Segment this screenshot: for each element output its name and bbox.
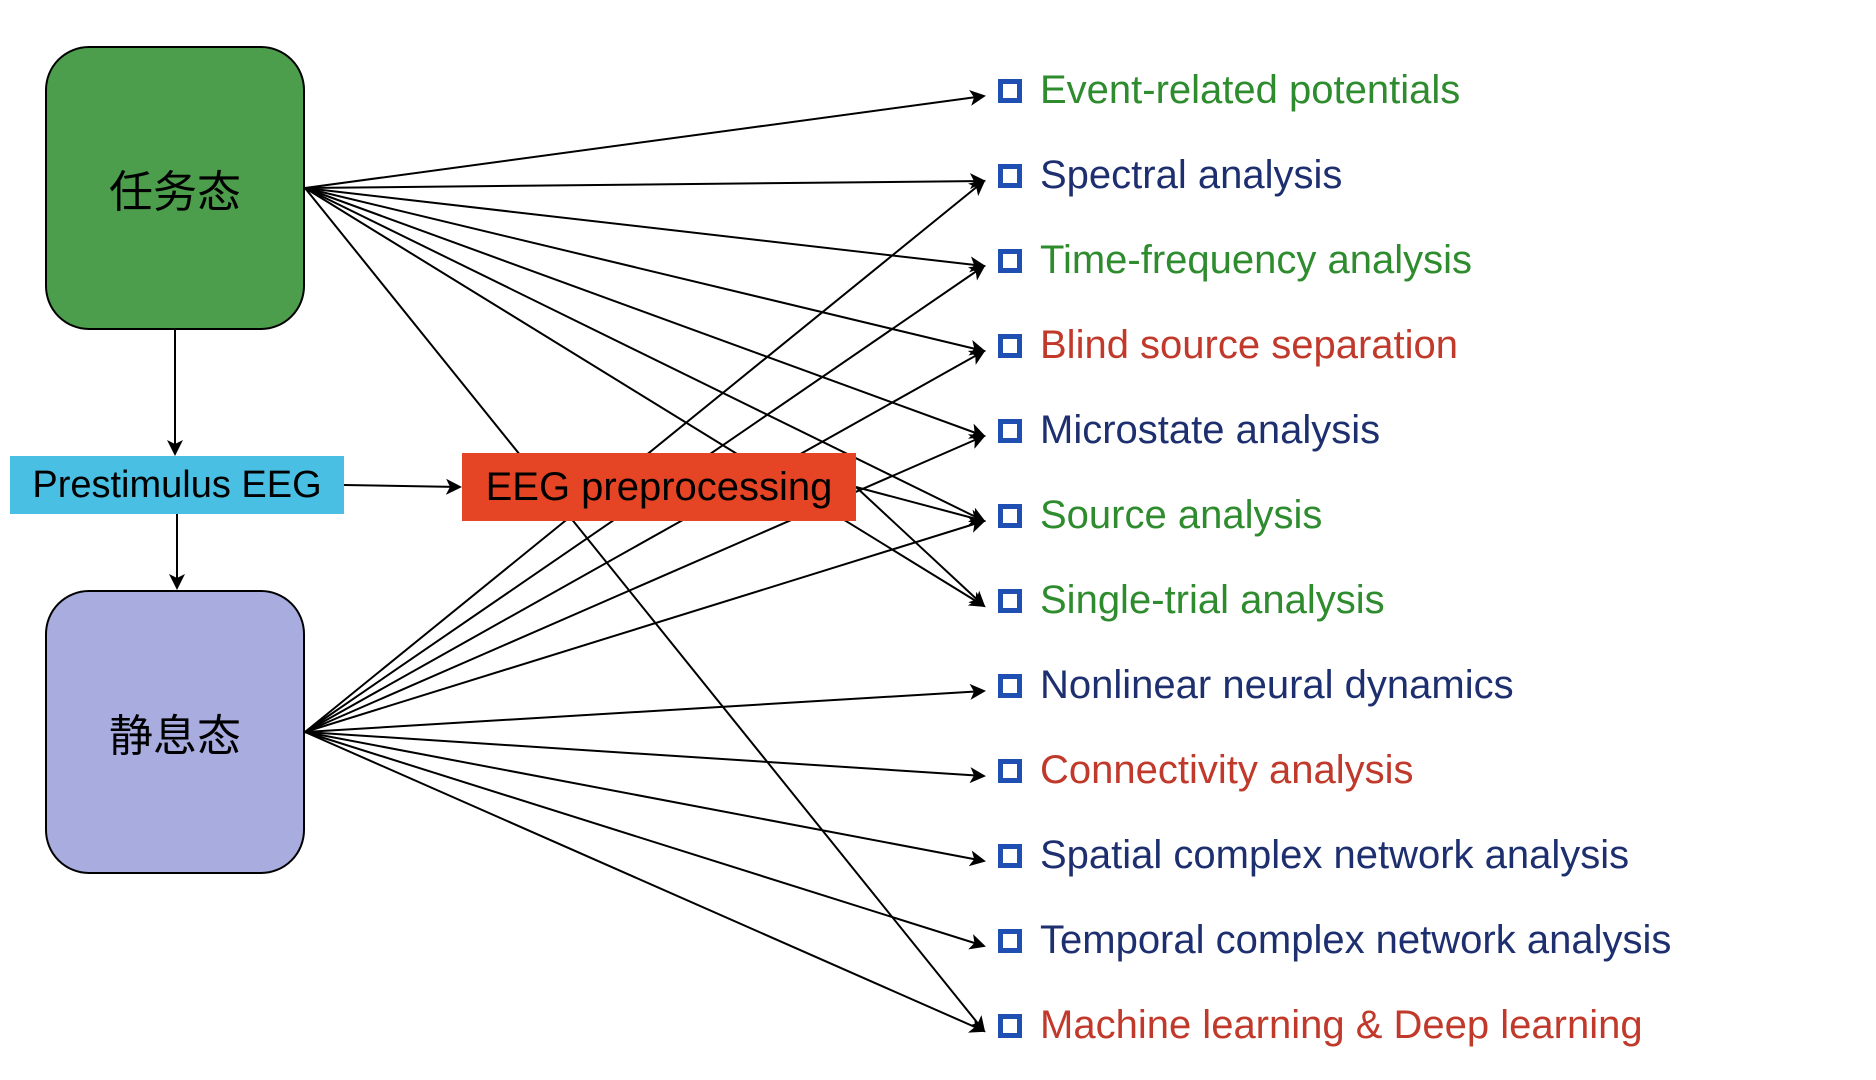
list-item-label: Time-frequency analysis	[1040, 238, 1472, 283]
square-bullet-icon	[998, 249, 1022, 273]
list-item-label: Microstate analysis	[1040, 408, 1380, 453]
list-item-label: Machine learning & Deep learning	[1040, 1003, 1643, 1048]
square-bullet-icon	[998, 1014, 1022, 1038]
square-bullet-icon	[998, 419, 1022, 443]
square-bullet-icon	[998, 589, 1022, 613]
square-bullet-icon	[998, 334, 1022, 358]
list-item: Spatial complex network analysis	[998, 833, 1629, 878]
list-item-label: Spectral analysis	[1040, 153, 1342, 198]
list-item: Spectral analysis	[998, 153, 1342, 198]
square-bullet-icon	[998, 929, 1022, 953]
node-resting-state: 静息态	[45, 590, 305, 874]
node-eeg-preprocessing: EEG preprocessing	[462, 453, 856, 521]
node-task-state: 任务态	[45, 46, 305, 330]
diagram-canvas: 任务态 Prestimulus EEG EEG preprocessing 静息…	[0, 0, 1876, 1080]
square-bullet-icon	[998, 674, 1022, 698]
list-item-label: Temporal complex network analysis	[1040, 918, 1671, 963]
list-item-label: Connectivity analysis	[1040, 748, 1414, 793]
square-bullet-icon	[998, 504, 1022, 528]
list-item-label: Source analysis	[1040, 493, 1322, 538]
list-item-label: Nonlinear neural dynamics	[1040, 663, 1514, 708]
list-item: Connectivity analysis	[998, 748, 1414, 793]
square-bullet-icon	[998, 759, 1022, 783]
square-bullet-icon	[998, 844, 1022, 868]
node-prestimulus-label: Prestimulus EEG	[32, 464, 321, 507]
list-item: Event-related potentials	[998, 68, 1460, 113]
list-item: Temporal complex network analysis	[998, 918, 1671, 963]
list-item-label: Blind source separation	[1040, 323, 1458, 368]
list-item: Machine learning & Deep learning	[998, 1003, 1643, 1048]
node-task-label: 任务态	[109, 156, 241, 220]
list-item-label: Spatial complex network analysis	[1040, 833, 1629, 878]
node-preprocessing-label: EEG preprocessing	[486, 465, 833, 510]
list-item-label: Event-related potentials	[1040, 68, 1460, 113]
list-item-label: Single-trial analysis	[1040, 578, 1385, 623]
list-item: Source analysis	[998, 493, 1322, 538]
list-item: Time-frequency analysis	[998, 238, 1472, 283]
list-item: Single-trial analysis	[998, 578, 1385, 623]
list-item: Blind source separation	[998, 323, 1458, 368]
square-bullet-icon	[998, 164, 1022, 188]
list-item: Nonlinear neural dynamics	[998, 663, 1514, 708]
list-item: Microstate analysis	[998, 408, 1380, 453]
square-bullet-icon	[998, 79, 1022, 103]
node-prestimulus-eeg: Prestimulus EEG	[10, 456, 344, 514]
node-rest-label: 静息态	[109, 700, 241, 764]
